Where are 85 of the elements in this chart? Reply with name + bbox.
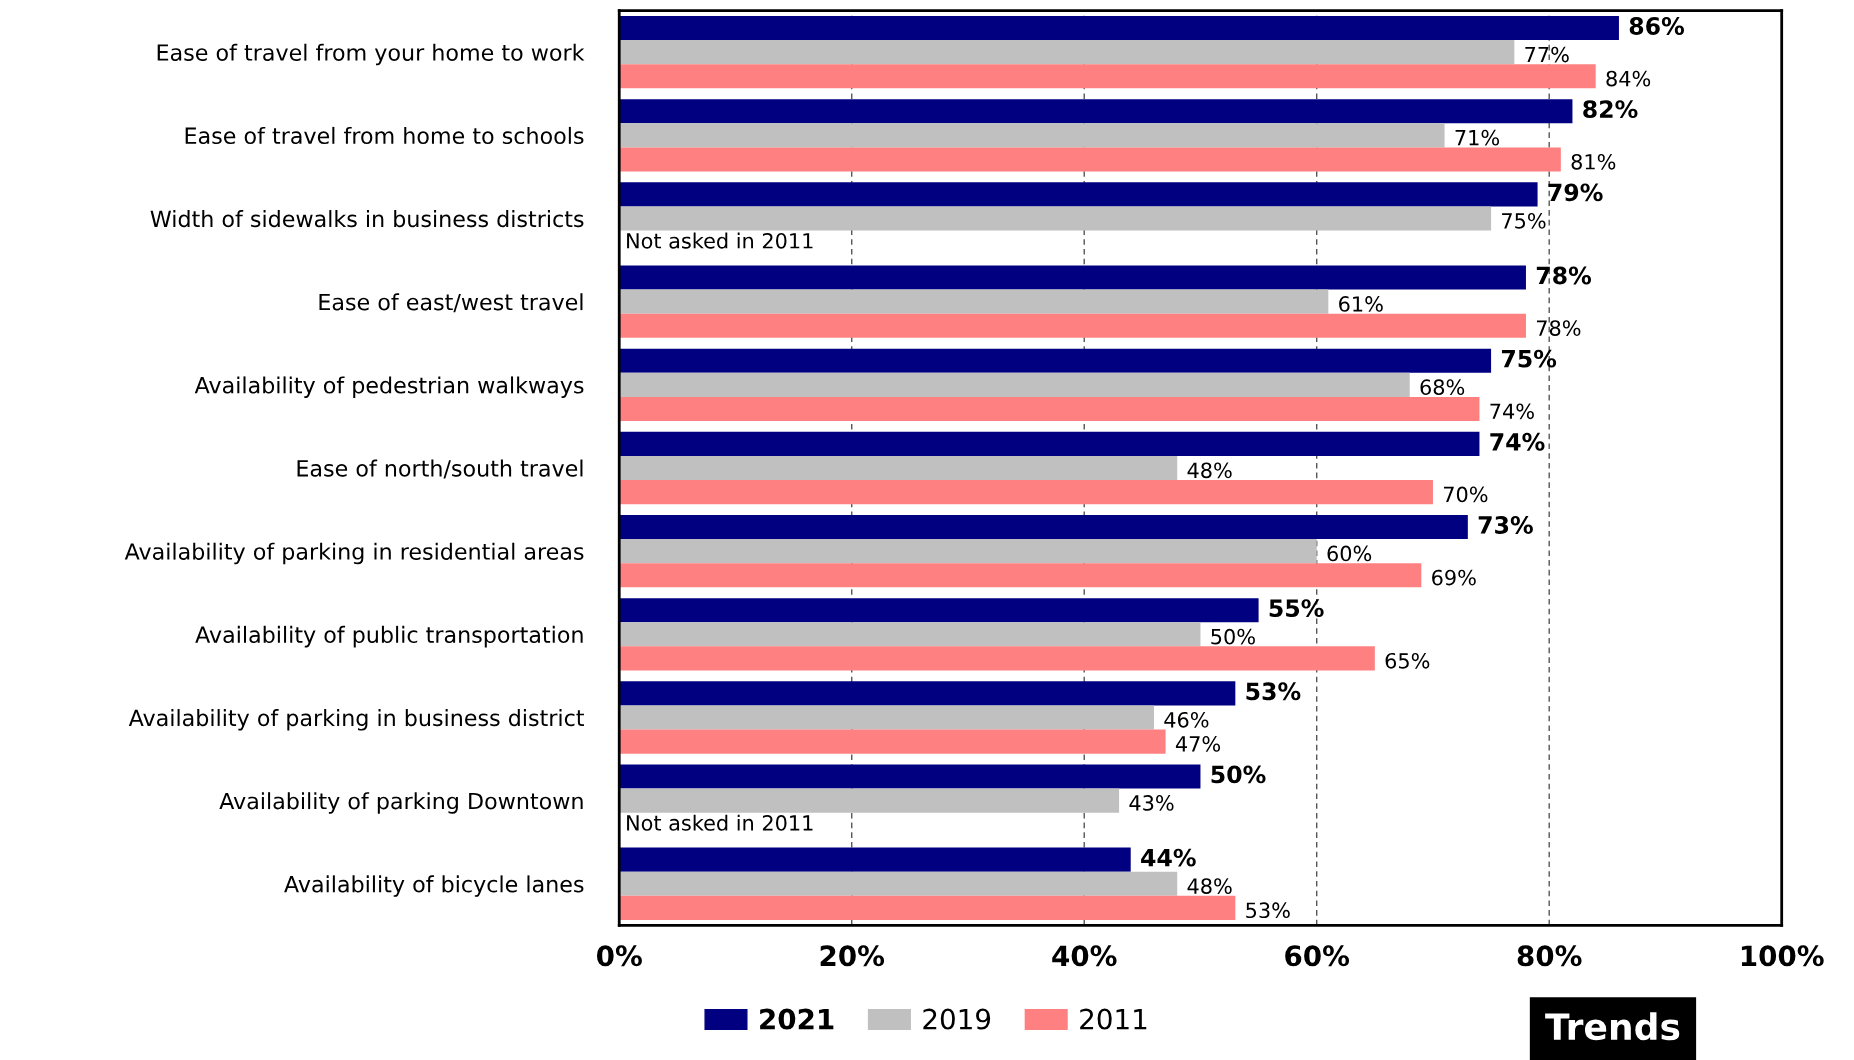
data-label: 61% [1339,296,1383,312]
y-tick-label: Availability of parking in residential areas [124,542,584,565]
data-label: 75% [1501,349,1557,368]
y-tick-label: Availability of parking Downtown [219,792,583,814]
data-label: 60% [1327,545,1372,562]
bar [619,455,1178,481]
legend-label: 2019 [923,1008,991,1030]
bar [619,348,1492,373]
x-tick-label: 60% [1285,945,1350,967]
legend-label: 2011 [1080,1008,1147,1030]
bar [619,396,1480,421]
data-label: 84% [1606,70,1651,87]
data-label: 86% [1629,17,1685,35]
y-tick-label: Availability of public transportation [195,625,583,648]
bar [619,871,1178,896]
data-label: 68% [1420,379,1465,396]
bar [619,289,1329,314]
bar [619,705,1154,730]
y-tick-label: Ease of travel from your home to work [157,43,585,66]
bar [619,514,1468,540]
y-tick-label: Ease of east/west travel [319,293,583,313]
data-label: 65% [1385,652,1430,669]
bar [619,681,1236,706]
x-tick-label: 40% [1052,945,1117,967]
data-label: 50% [1211,628,1255,645]
bar [619,372,1410,397]
data-label: 69% [1432,569,1476,586]
data-label: 71% [1455,129,1500,146]
x-tick-label: 20% [820,945,885,967]
x-tick-label: 100% [1741,945,1824,967]
x-tick-label: 80% [1517,945,1582,967]
bar [619,313,1526,338]
data-label: 81% [1571,153,1616,170]
data-label: 55% [1269,599,1324,618]
bar [619,847,1131,872]
bar [619,265,1526,290]
data-label: 47% [1175,736,1221,752]
bar [619,99,1573,124]
bar [619,646,1375,671]
bar [619,431,1480,456]
data-label: 74% [1490,432,1545,451]
bar [619,788,1120,813]
bar [619,539,1317,564]
text: Trends [1545,1012,1680,1041]
y-tick-label: Availability of parking in business district [128,709,584,731]
data-label: 77% [1525,46,1569,63]
data-label: 75% [1502,212,1546,229]
bar [619,123,1445,148]
bar [619,40,1515,65]
text: Not asked in 2011 [627,814,813,831]
bar [619,895,1236,920]
y-tick-label: Availability of pedestrian walkways [194,376,584,398]
bar [619,206,1492,231]
data-label: 70% [1443,486,1488,503]
text: Not asked in 2011 [627,232,813,249]
bar [619,182,1538,207]
data-label: 74% [1490,403,1534,420]
y-tick-label: Ease of travel from home to schools [185,126,584,145]
bar [619,480,1433,505]
y-tick-label: Width of sidewalks in business districts [150,210,584,228]
x-tick-label: 0% [596,945,642,967]
bar [619,729,1166,754]
data-label: 78% [1536,266,1592,285]
y-tick-label: Ease of north/south travel [297,459,583,479]
bar [619,563,1422,588]
legend-label: 2021 [760,1008,834,1030]
data-label: 46% [1164,711,1209,728]
bar [619,147,1561,172]
data-label: 53% [1246,902,1290,919]
bar [619,598,1259,623]
bar [619,622,1201,647]
bar [619,16,1619,41]
data-label: 50% [1211,765,1266,784]
data-label: 82% [1583,100,1638,119]
data-label: 79% [1548,183,1603,202]
bar [619,64,1596,89]
data-label: 73% [1478,516,1533,534]
bar [619,764,1201,789]
data-label: 48% [1187,878,1232,894]
data-label: 78% [1536,320,1581,336]
data-label: 48% [1187,462,1232,479]
data-label: 44% [1141,848,1196,867]
y-tick-label: Availability of bicycle lanes [284,875,584,897]
data-label: 53% [1246,682,1301,701]
data-label: 43% [1129,795,1174,811]
